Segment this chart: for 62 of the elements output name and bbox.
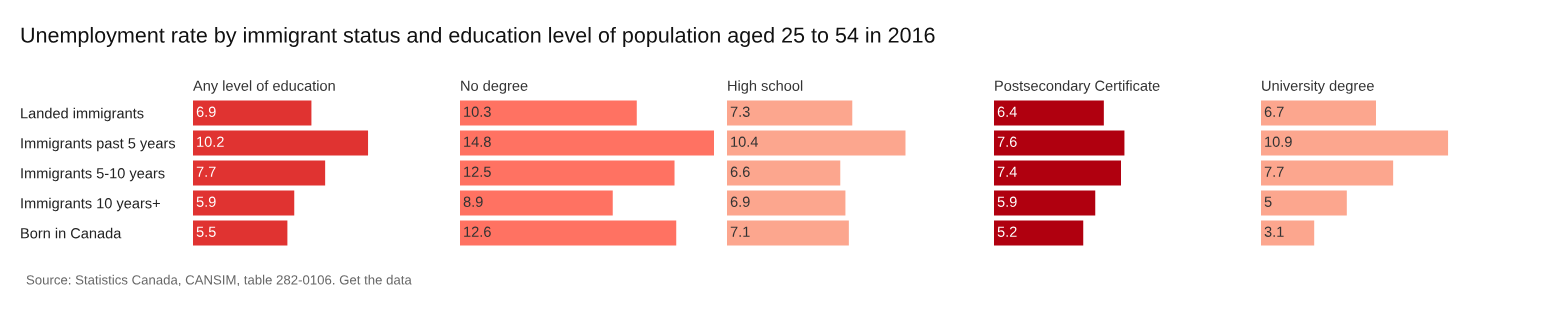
chart-title: University degree [1262,80,1374,94]
chart-title: Any level of education [193,80,335,94]
data-label: 5.9 [196,196,216,207]
data-label: 6.6 [730,166,750,177]
bar [994,220,1084,246]
data-label: 7.7 [196,166,216,177]
data-label: 10.4 [731,136,758,147]
data-label: 7.4 [997,166,1017,177]
bar [460,100,637,126]
data-label: 10.3 [464,106,491,117]
data-label: 5.5 [196,226,216,237]
y-tick-label: Immigrants past 5 years [21,137,176,152]
data-label: 5.2 [997,226,1017,237]
data-label: 12.6 [464,226,491,237]
data-label: 12.5 [464,166,491,177]
bar [460,160,675,186]
bar [1261,100,1376,126]
data-label: 7.7 [1264,166,1284,177]
bar [727,100,853,126]
data-label: 7.1 [730,226,750,237]
chart-title: No degree [461,80,528,94]
source-note: Source: Statistics Canada, CANSIM, table 282-0106. Get the data [26,274,412,287]
bar [193,190,295,216]
data-label: 10.2 [197,136,224,147]
bar [994,160,1121,186]
bar [727,130,906,156]
bar [1261,160,1394,186]
data-label: 6.9 [196,106,216,117]
bar [1261,130,1449,156]
bar [1261,220,1315,246]
data-label: 5 [1264,196,1272,207]
data-label: 7.3 [730,106,750,117]
bar [994,100,1104,126]
bar [994,190,1096,216]
data-label: 10.9 [1265,136,1292,147]
bar [193,220,288,246]
data-label: 6.7 [1264,106,1284,117]
bar [460,220,677,246]
bar [193,160,326,186]
bar [727,160,841,186]
text: Unemployment rate by immigrant status and education level of population aged 25 to 54 in 2016 [21,26,935,48]
chart-title: Postsecondary Certificate [995,80,1160,94]
data-label: 3.1 [1264,226,1284,237]
y-tick-label: Immigrants 5-10 years [21,167,165,182]
bar [727,190,846,216]
bar [727,220,849,246]
data-label: 8.9 [463,196,483,207]
chart-title: High school [728,80,803,94]
data-label: 14.8 [464,136,491,147]
data-label: 7.6 [997,136,1017,147]
bar [460,190,613,216]
bar [193,100,312,126]
data-label: 5.9 [997,196,1017,207]
y-tick-label: Landed immigrants [21,107,144,122]
bar [193,130,369,156]
y-tick-label: Immigrants 10 years+ [21,197,160,212]
bar [994,130,1125,156]
bar [1261,190,1347,216]
data-label: 6.4 [997,106,1017,117]
bar [460,130,714,156]
y-tick-label: Born in Canada [21,227,122,239]
data-label: 6.9 [730,196,750,207]
